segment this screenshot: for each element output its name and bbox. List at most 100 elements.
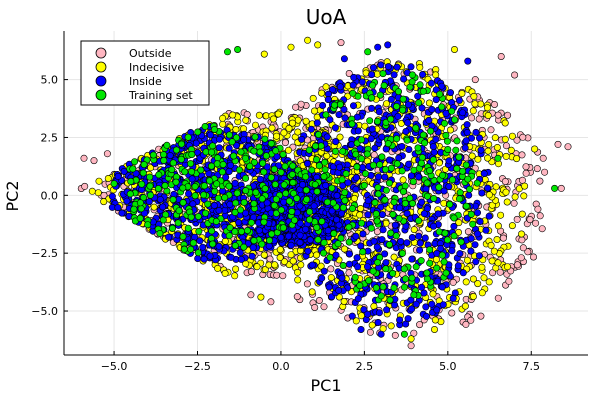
chart-title: UoA <box>306 5 347 29</box>
scatter-point <box>391 221 399 229</box>
scatter-point <box>458 90 466 98</box>
scatter-point <box>333 192 341 200</box>
scatter-point <box>473 179 481 187</box>
scatter-point <box>247 219 255 227</box>
scatter-point <box>302 173 310 181</box>
scatter-point <box>489 269 497 277</box>
scatter-point <box>391 331 399 339</box>
scatter-point <box>191 183 199 191</box>
y-axis-label: PC2 <box>3 181 22 212</box>
scatter-point <box>320 303 328 311</box>
scatter-point <box>522 163 530 171</box>
scatter-point <box>310 107 318 115</box>
scatter-point <box>446 89 454 97</box>
scatter-point <box>421 139 429 147</box>
scatter-point <box>412 263 420 271</box>
scatter-point <box>522 169 530 177</box>
scatter-point <box>288 208 296 216</box>
scatter-point <box>368 71 376 79</box>
scatter-point <box>94 189 102 197</box>
scatter-point <box>321 158 329 166</box>
scatter-point <box>419 71 427 79</box>
scatter-point <box>513 136 521 144</box>
scatter-point <box>415 217 423 225</box>
scatter-point <box>242 187 250 195</box>
legend-label: Training set <box>128 89 193 102</box>
scatter-point <box>284 146 292 154</box>
scatter-point <box>292 103 300 111</box>
scatter-point <box>536 212 544 220</box>
scatter-point <box>494 294 502 302</box>
scatter-point <box>320 267 328 275</box>
scatter-point <box>302 186 310 194</box>
scatter-point <box>519 133 527 141</box>
scatter-point <box>418 198 426 206</box>
scatter-point <box>499 234 507 242</box>
scatter-point <box>382 265 390 273</box>
scatter-point <box>334 240 342 248</box>
scatter-point <box>313 188 321 196</box>
scatter-point <box>252 188 260 196</box>
scatter-point <box>228 138 236 146</box>
scatter-point <box>304 36 312 44</box>
scatter-point <box>81 182 89 190</box>
scatter-point <box>357 242 365 250</box>
scatter-point <box>351 273 359 281</box>
scatter-point <box>242 154 250 162</box>
scatter-point <box>340 55 348 63</box>
scatter-point <box>156 196 164 204</box>
scatter-point <box>327 274 335 282</box>
scatter-point <box>487 126 495 134</box>
scatter-point <box>293 293 301 301</box>
scatter-point <box>416 81 424 89</box>
scatter-point <box>321 166 329 174</box>
scatter-point <box>200 255 208 263</box>
scatter-point <box>418 154 426 162</box>
scatter-point <box>368 94 376 102</box>
scatter-point <box>448 309 456 317</box>
scatter-point <box>373 258 381 266</box>
scatter-point <box>277 206 285 214</box>
scatter-point <box>256 148 264 156</box>
scatter-point <box>252 121 260 129</box>
scatter-point <box>194 249 202 257</box>
scatter-point <box>442 131 450 139</box>
scatter-point <box>235 166 243 174</box>
scatter-point <box>494 154 502 162</box>
scatter-point <box>297 261 305 269</box>
scatter-point <box>310 202 318 210</box>
scatter-point <box>225 131 233 139</box>
scatter-point <box>308 166 316 174</box>
scatter-point <box>394 112 402 120</box>
scatter-point <box>455 96 463 104</box>
scatter-point <box>382 259 390 267</box>
scatter-point <box>383 306 391 314</box>
scatter-point <box>450 232 458 240</box>
scatter-point <box>533 165 541 173</box>
scatter-point <box>313 224 321 232</box>
scatter-point <box>465 191 473 199</box>
scatter-point <box>293 194 301 202</box>
scatter-point <box>297 100 305 108</box>
scatter-point <box>372 210 380 218</box>
scatter-point <box>421 234 429 242</box>
scatter-point <box>473 230 481 238</box>
scatter-point <box>387 95 395 103</box>
scatter-point <box>348 205 356 213</box>
scatter-point <box>199 243 207 251</box>
scatter-point <box>326 253 334 261</box>
scatter-point <box>363 263 371 271</box>
scatter-point <box>138 180 146 188</box>
scatter-point <box>313 119 321 127</box>
scatter-point <box>331 124 339 132</box>
scatter-point <box>404 315 412 323</box>
scatter-point <box>459 109 467 117</box>
scatter-point <box>487 241 495 249</box>
scatter-point <box>166 152 174 160</box>
scatter-point <box>463 256 471 264</box>
scatter-point <box>342 170 350 178</box>
scatter-point <box>282 189 290 197</box>
scatter-point <box>504 111 512 119</box>
scatter-point <box>390 71 398 79</box>
scatter-point <box>410 291 418 299</box>
